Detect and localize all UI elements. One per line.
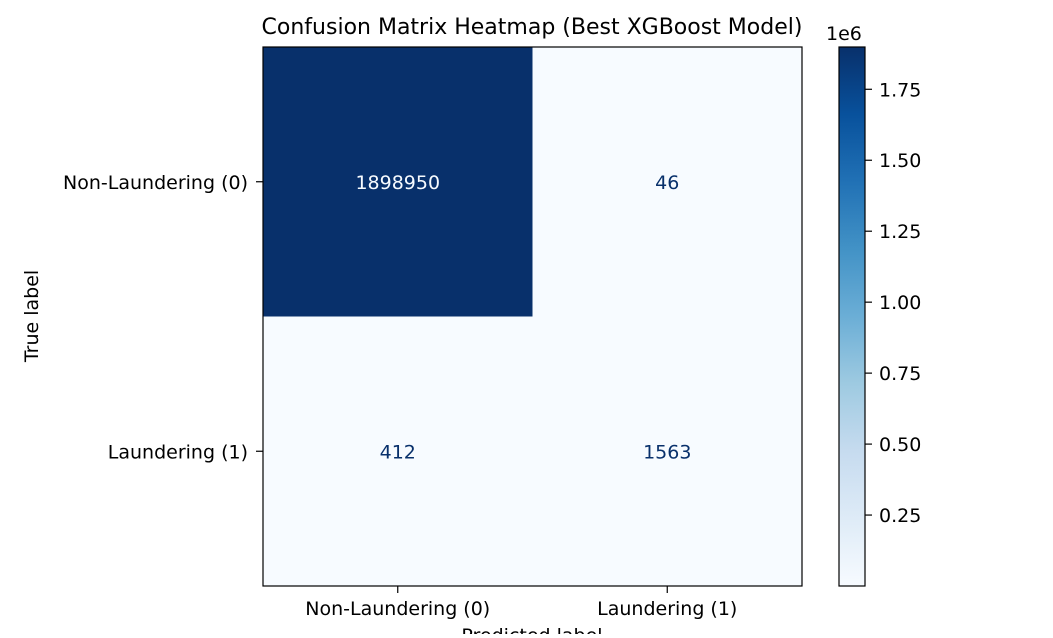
y-tick-label: Non-Laundering (0)	[63, 172, 248, 194]
chart-title: Confusion Matrix Heatmap (Best XGBoost M…	[262, 15, 803, 40]
colorbar-tick-label: 0.75	[879, 363, 921, 385]
colorbar	[838, 46, 866, 587]
cell-value-label: 46	[655, 172, 679, 194]
plot-frame	[262, 46, 803, 587]
heatmap-cells: 1898950 46 412 1563	[263, 47, 802, 586]
y-tick-label: Laundering (1)	[108, 441, 248, 463]
cell-value-label: 1898950	[355, 172, 440, 194]
heatmap-cell-r0-c0	[263, 47, 533, 317]
y-axis-ticks: Non-Laundering (0) Laundering (1)	[63, 172, 263, 463]
colorbar-tick-label: 1.00	[879, 292, 921, 314]
x-tick-label: Laundering (1)	[597, 598, 737, 620]
colorbar-ticks: 0.25 0.50 0.75 1.00 1.25 1.50 1.75	[865, 79, 921, 527]
heatmap-cell-r0-c1	[532, 47, 802, 317]
colorbar-tick-label: 1.50	[879, 150, 921, 172]
heatmap-cell-r1-c0	[263, 316, 533, 586]
x-tick-label: Non-Laundering (0)	[305, 598, 490, 620]
y-axis-title: True label	[21, 270, 43, 363]
heatmap-cell-r1-c1	[532, 316, 802, 586]
cell-value-label: 412	[380, 441, 416, 463]
colorbar-tick-label: 1.75	[879, 79, 921, 101]
colorbar-tick-label: 0.50	[879, 434, 921, 456]
colorbar-tick-label: 1.25	[879, 221, 921, 243]
x-axis-ticks: Non-Laundering (0) Laundering (1)	[305, 586, 737, 620]
x-axis-title: Predicted label	[461, 625, 602, 634]
colorbar-offset-label: 1e6	[826, 23, 862, 45]
colorbar-tick-label: 0.25	[879, 505, 921, 527]
cell-value-label: 1563	[643, 441, 691, 463]
